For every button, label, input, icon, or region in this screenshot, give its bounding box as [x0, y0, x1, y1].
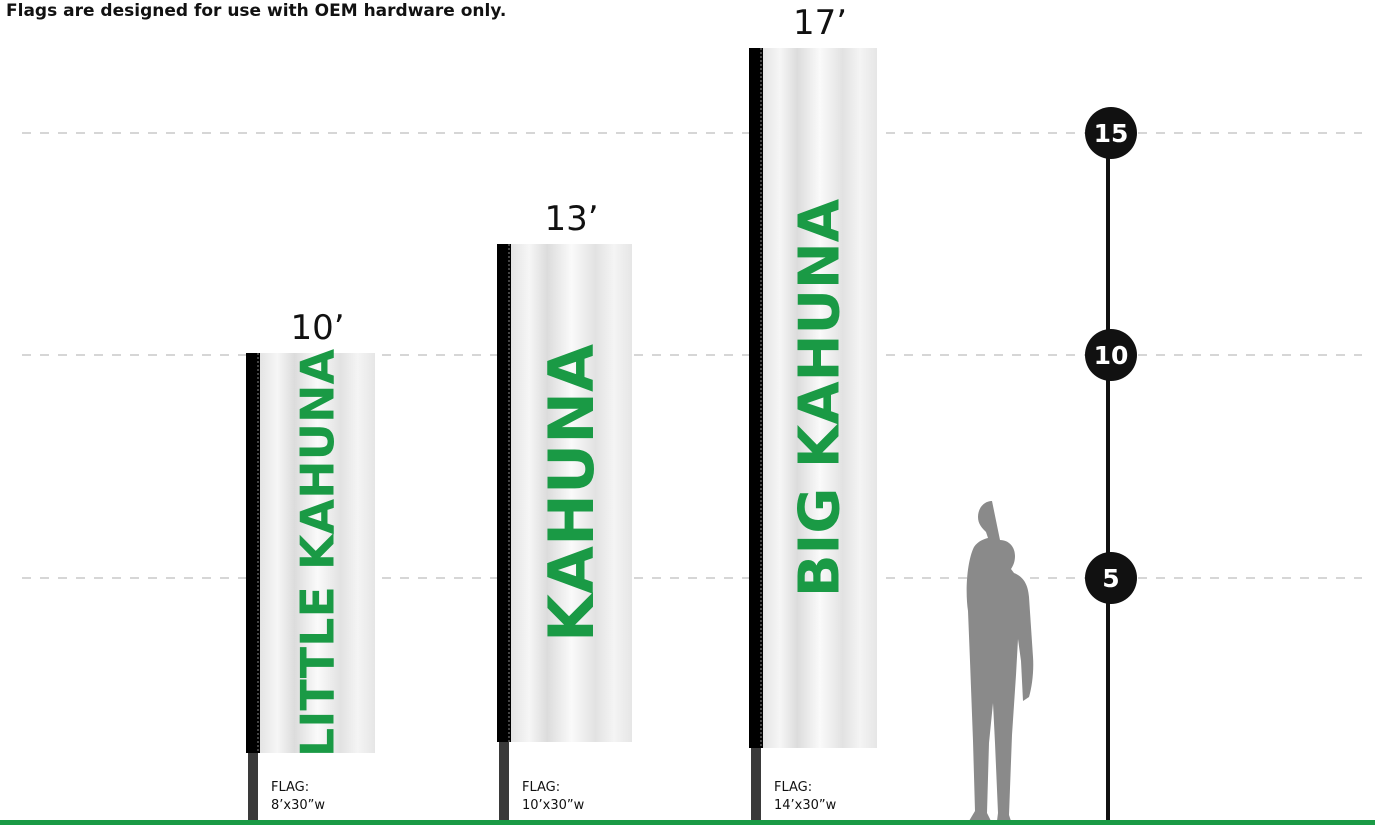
spec-label: FLAG:: [774, 780, 812, 795]
diagram: Flags are designed for use with OEM hard…: [0, 0, 1375, 826]
flag-height: 10’: [290, 308, 344, 348]
spec-label: FLAG:: [522, 780, 560, 795]
flag-name: KAHUNA: [535, 344, 608, 642]
pole: [499, 742, 509, 822]
scale-label: 5: [1102, 564, 1119, 593]
flag-name: LITTLE KAHUNA: [291, 349, 345, 758]
pole: [751, 748, 761, 822]
flag-height: 13’: [544, 199, 598, 239]
scale-label: 15: [1094, 119, 1129, 148]
reference-lines: 15 10 5: [22, 107, 1362, 822]
flag-height: 17’: [793, 3, 847, 43]
spec-size: 10’x30”w: [522, 798, 585, 813]
pole: [248, 753, 258, 822]
person-silhouette: [967, 501, 1034, 821]
spec-size: 14’x30”w: [774, 798, 837, 813]
flag-name: BIG KAHUNA: [788, 198, 853, 597]
spec-label: FLAG:: [271, 780, 309, 795]
note: Flags are designed for use with OEM hard…: [6, 1, 506, 21]
spec-size: 8’x30”w: [271, 798, 325, 813]
scale-label: 10: [1094, 341, 1129, 370]
ground: [0, 820, 1375, 825]
